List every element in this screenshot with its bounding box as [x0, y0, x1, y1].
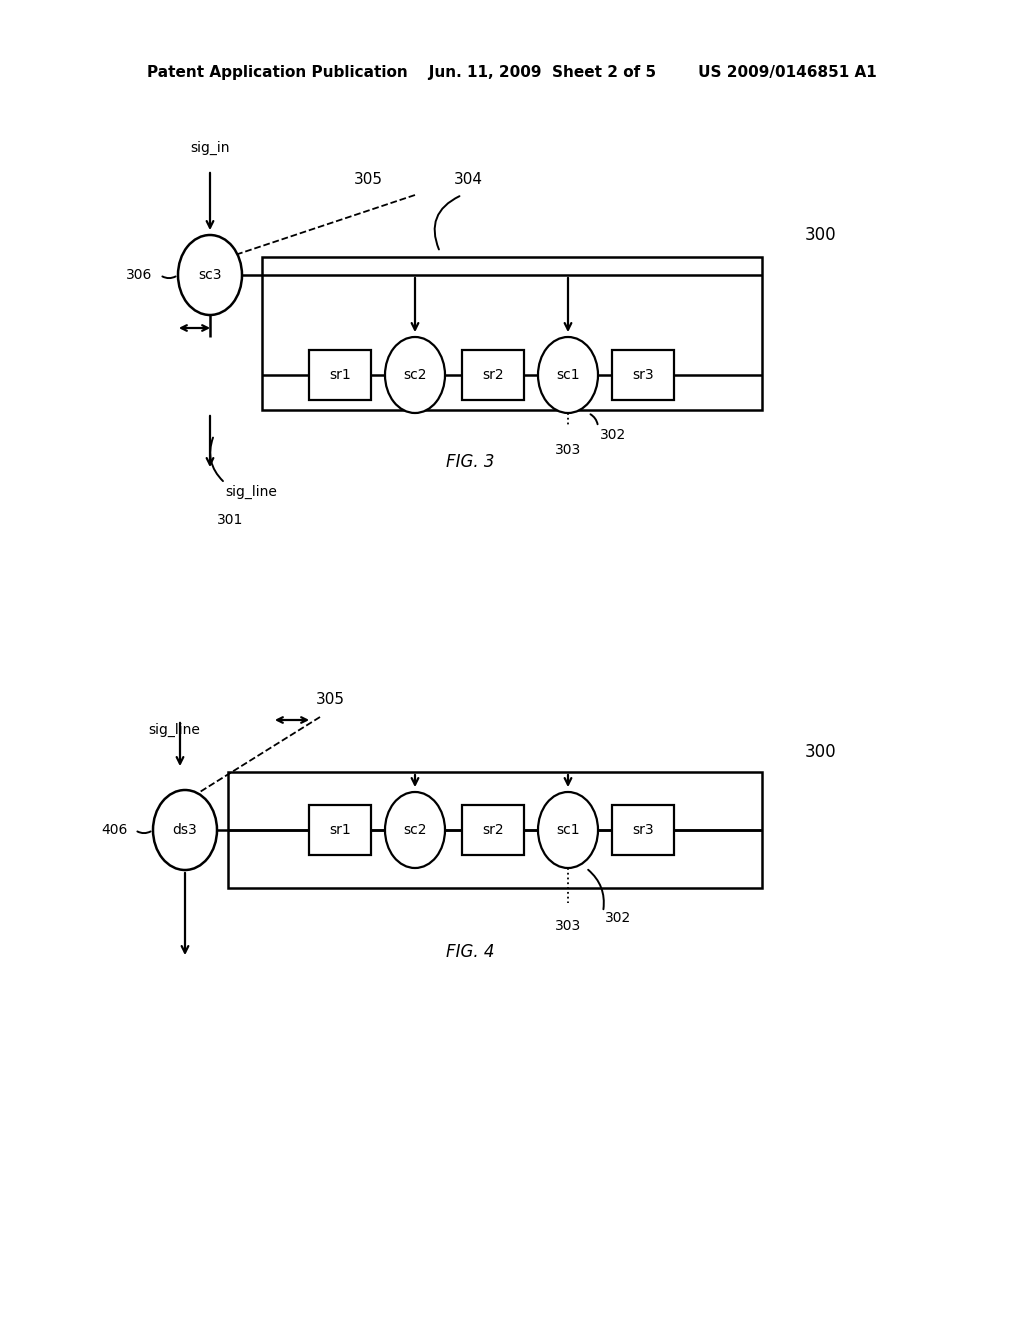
Text: FIG. 4: FIG. 4 [445, 942, 495, 961]
Text: sr2: sr2 [482, 368, 504, 381]
Ellipse shape [178, 235, 242, 315]
Text: FIG. 3: FIG. 3 [445, 453, 495, 471]
Text: sr1: sr1 [329, 368, 351, 381]
Ellipse shape [385, 337, 445, 413]
Text: sc1: sc1 [556, 822, 580, 837]
Text: sig_line: sig_line [225, 484, 276, 499]
Text: sig_line: sig_line [148, 723, 200, 737]
Text: 305: 305 [315, 693, 344, 708]
Text: Patent Application Publication    Jun. 11, 2009  Sheet 2 of 5        US 2009/014: Patent Application Publication Jun. 11, … [147, 65, 877, 79]
Ellipse shape [538, 337, 598, 413]
Text: 302: 302 [600, 428, 627, 442]
Text: sr3: sr3 [632, 822, 653, 837]
Bar [462, 350, 524, 400]
Bar [309, 805, 371, 855]
Text: ds3: ds3 [173, 822, 198, 837]
Ellipse shape [538, 792, 598, 869]
Text: 305: 305 [353, 173, 383, 187]
Text: sr1: sr1 [329, 822, 351, 837]
Text: sc2: sc2 [403, 822, 427, 837]
Text: 301: 301 [217, 513, 243, 527]
Text: 303: 303 [555, 444, 582, 457]
Ellipse shape [385, 792, 445, 869]
Text: 306: 306 [126, 268, 152, 282]
Text: 302: 302 [605, 911, 631, 925]
Text: sr2: sr2 [482, 822, 504, 837]
Bar [228, 772, 762, 888]
Bar [612, 805, 674, 855]
Bar [462, 805, 524, 855]
Text: sig_in: sig_in [190, 141, 229, 154]
Text: 300: 300 [805, 743, 837, 762]
Text: 406: 406 [101, 822, 128, 837]
Text: 303: 303 [555, 919, 582, 933]
Bar [612, 350, 674, 400]
Text: 300: 300 [805, 226, 837, 244]
Bar [309, 350, 371, 400]
Text: sr3: sr3 [632, 368, 653, 381]
Bar [262, 257, 762, 411]
Text: 304: 304 [454, 173, 482, 187]
Text: sc3: sc3 [199, 268, 222, 282]
Text: sc1: sc1 [556, 368, 580, 381]
Text: sc2: sc2 [403, 368, 427, 381]
Ellipse shape [153, 789, 217, 870]
